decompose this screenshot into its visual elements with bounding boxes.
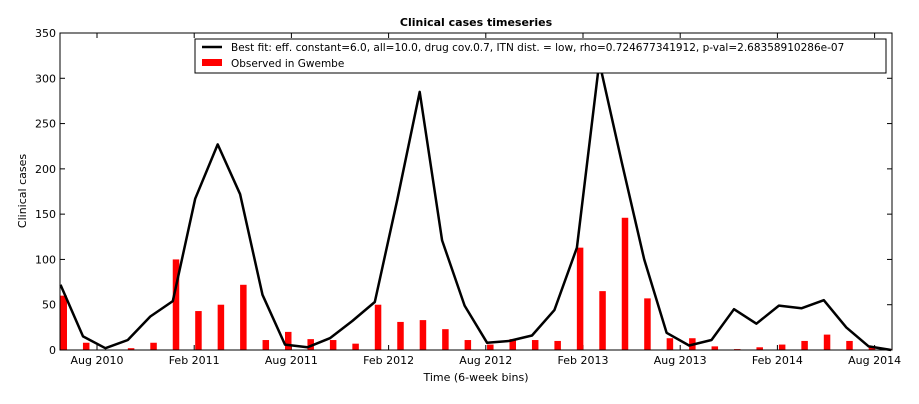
- observed-bar: [285, 331, 292, 350]
- observed-bar: [801, 340, 808, 350]
- observed-bar: [374, 304, 382, 350]
- y-tick-label: 250: [35, 118, 56, 131]
- x-tick-label: Feb 2011: [169, 354, 220, 367]
- legend: Best fit: eff. constant=6.0, all=10.0, d…: [194, 38, 887, 74]
- y-tick-label: 200: [35, 163, 56, 176]
- legend-box: [194, 38, 887, 74]
- observed-bar: [82, 342, 90, 350]
- legend-label-observed: Observed in Gwembe: [231, 58, 344, 70]
- observed-bar: [599, 291, 606, 350]
- y-tick-label: 100: [35, 253, 56, 266]
- x-tick-label: Feb 2012: [363, 354, 414, 367]
- observed-bar: [195, 311, 202, 350]
- observed-bar: [487, 344, 494, 350]
- observed-bar: [823, 334, 831, 350]
- observed-bar: [307, 339, 314, 350]
- observed-bar: [172, 259, 180, 350]
- x-tick-label: Feb 2013: [558, 354, 609, 367]
- y-tick-label: 0: [49, 344, 56, 357]
- plot-frame: [59, 32, 893, 351]
- observed-bar: [778, 344, 786, 350]
- x-tick-label: Aug 2010: [71, 354, 124, 367]
- observed-bar: [576, 247, 584, 350]
- observed-bar: [756, 347, 763, 350]
- observed-bar: [868, 347, 876, 350]
- observed-bar: [464, 340, 472, 350]
- y-tick-label: 350: [35, 27, 56, 40]
- observed-bar: [419, 320, 427, 350]
- observed-bar: [127, 348, 135, 350]
- observed-bar: [621, 217, 629, 350]
- observed-bar: [397, 321, 404, 350]
- observed-bar: [240, 284, 247, 350]
- chart-title: Clinical cases timeseries: [400, 16, 553, 29]
- observed-bar: [60, 295, 67, 350]
- observed-bar: [846, 340, 853, 350]
- observed-bar: [666, 338, 674, 350]
- y-tick-label: 150: [35, 208, 56, 221]
- best-fit-line: [59, 60, 892, 352]
- observed-bar: [442, 329, 449, 350]
- observed-bar: [217, 304, 225, 350]
- y-axis-label: Clinical cases: [16, 154, 29, 228]
- legend-bar-swatch: [202, 59, 222, 66]
- observed-bar: [644, 298, 651, 350]
- observed-bar: [150, 342, 157, 350]
- y-tick-label: 50: [42, 299, 56, 312]
- x-tick-label: Aug 2012: [459, 354, 512, 367]
- observed-bar: [262, 340, 270, 350]
- observed-bar: [554, 340, 561, 350]
- observed-bar: [531, 340, 539, 350]
- observed-bar: [509, 339, 516, 350]
- x-axis-label: Time (6-week bins): [422, 371, 528, 384]
- x-tick-label: Aug 2011: [265, 354, 318, 367]
- x-tick-label: Aug 2014: [848, 354, 901, 367]
- observed-bar: [329, 340, 337, 350]
- observed-bar: [352, 343, 359, 350]
- observed-bar: [711, 346, 719, 350]
- x-tick-label: Feb 2014: [752, 354, 803, 367]
- legend-label-best-fit: Best fit: eff. constant=6.0, all=10.0, d…: [231, 42, 844, 54]
- x-tick-label: Aug 2013: [654, 354, 707, 367]
- y-tick-label: 300: [35, 72, 56, 85]
